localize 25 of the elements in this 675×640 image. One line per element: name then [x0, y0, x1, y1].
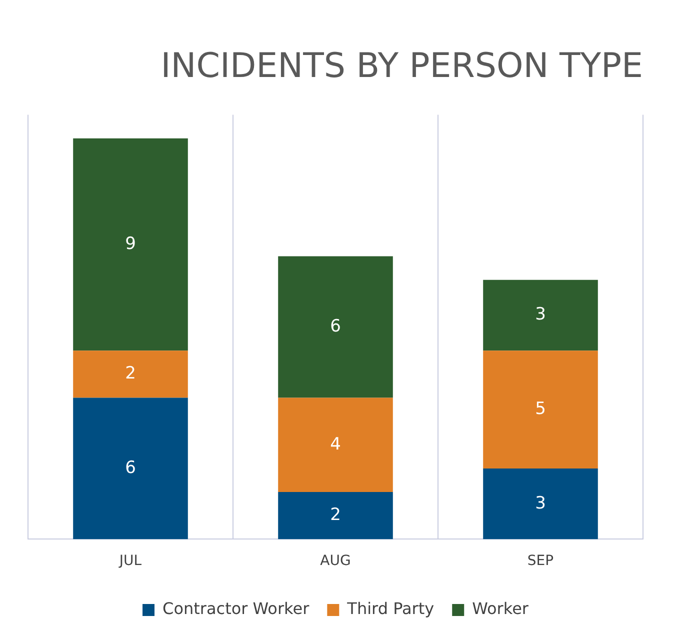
data-label: 3	[535, 493, 546, 514]
legend-label: Contractor Worker	[162, 599, 310, 618]
data-label: 9	[125, 234, 136, 254]
bar	[278, 398, 393, 492]
legend-label: Third Party	[346, 599, 434, 618]
bar	[73, 398, 188, 540]
bar	[483, 468, 598, 540]
x-tick-label: JUL	[118, 553, 142, 570]
data-label: 6	[125, 458, 136, 478]
bar	[278, 256, 393, 398]
x-tick-label: SEP	[527, 553, 554, 570]
bar	[73, 350, 188, 398]
bar	[73, 138, 188, 351]
bar	[278, 492, 393, 540]
data-label: 3	[535, 304, 546, 325]
chart-title: INCIDENTS BY PERSON TYPE	[160, 46, 643, 86]
data-label: 6	[330, 316, 341, 336]
data-label: 2	[330, 505, 341, 526]
legend-label: Worker	[472, 599, 529, 618]
data-label: 5	[535, 398, 546, 419]
bar	[483, 350, 598, 468]
x-tick-label: AUG	[320, 553, 351, 570]
data-label: 4	[330, 434, 341, 454]
data-label: 2	[125, 364, 136, 384]
bar	[483, 280, 598, 351]
